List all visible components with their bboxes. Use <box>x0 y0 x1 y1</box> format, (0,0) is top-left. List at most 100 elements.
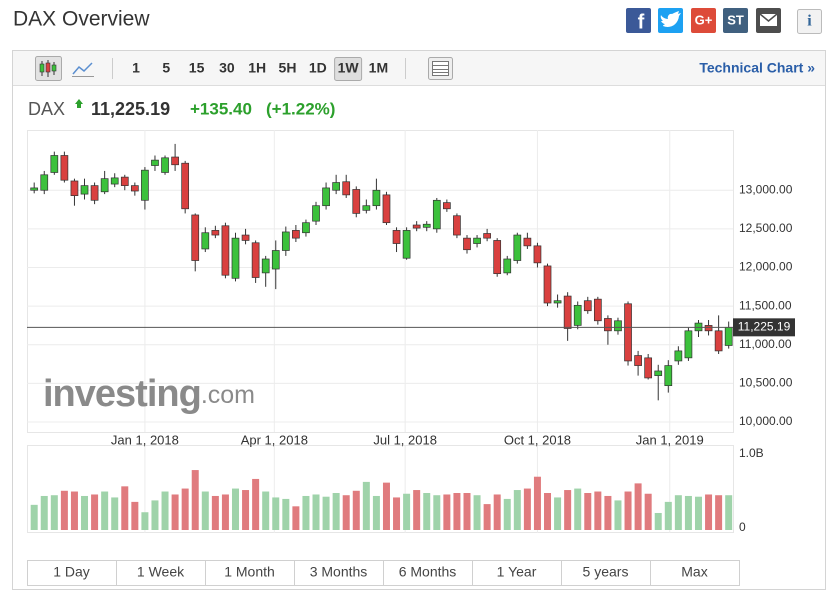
candle-body <box>543 265 552 304</box>
volume-bar <box>604 495 612 530</box>
candle-body <box>130 185 139 192</box>
candle-body <box>201 232 210 250</box>
volume-bar <box>70 491 78 530</box>
info-icon[interactable] <box>797 9 822 34</box>
stocktwits-icon[interactable] <box>723 8 748 33</box>
volume-bar <box>91 494 99 530</box>
last-price-label: 11,225.19 <box>738 319 791 333</box>
volume-bar <box>684 495 692 530</box>
candle-body <box>352 189 361 214</box>
facebook-letter[interactable]: f <box>638 11 645 33</box>
interval-button[interactable]: 1W <box>338 60 360 76</box>
volume-bar <box>161 491 169 530</box>
candle-body <box>110 177 119 185</box>
range-label[interactable]: 3 Months <box>310 564 368 580</box>
range-button[interactable] <box>561 560 651 586</box>
candle-body <box>292 230 300 239</box>
candle-body <box>553 300 562 304</box>
volume-bar <box>352 490 360 530</box>
interval-button[interactable]: 1M <box>369 60 388 76</box>
range-label[interactable]: Max <box>681 564 707 580</box>
range-button[interactable] <box>383 560 473 586</box>
watermark-suffix: .com <box>201 381 255 409</box>
volume-bar <box>674 495 682 530</box>
range-button[interactable] <box>205 560 295 586</box>
interval-button[interactable]: 5 <box>162 60 170 76</box>
x-tick-label: Apr 1, 2018 <box>241 432 308 447</box>
volume-bar <box>574 488 582 530</box>
twitter-bird[interactable] <box>660 11 681 27</box>
candle-body <box>70 180 79 197</box>
candle-body <box>342 181 351 196</box>
candle-body <box>80 185 89 195</box>
volume-bar <box>231 488 239 530</box>
candle-body <box>724 326 733 346</box>
quote-symbol: DAX <box>28 99 65 119</box>
range-label[interactable]: 1 Week <box>137 564 185 580</box>
candle-body <box>614 320 622 332</box>
range-label[interactable]: 1 Year <box>497 564 537 580</box>
candle-body <box>241 234 250 241</box>
candle-type-button[interactable] <box>35 56 62 81</box>
volume-bar <box>101 491 109 530</box>
range-button[interactable] <box>116 560 206 586</box>
line-type-button[interactable] <box>72 62 94 77</box>
technical-chart-link[interactable]: Technical Chart » <box>699 60 815 76</box>
candle-body <box>654 370 663 376</box>
y-tick-label: 12,000.00 <box>739 260 793 274</box>
y-tick-label: 10,500.00 <box>739 376 793 390</box>
candle-body <box>463 237 471 251</box>
table-view-button[interactable] <box>428 57 453 80</box>
volume-bar <box>50 495 58 530</box>
candle-body <box>191 214 200 261</box>
quote-change: +135.40 <box>190 99 252 118</box>
volume-bar <box>473 495 481 530</box>
range-button[interactable] <box>472 560 562 586</box>
google-plus-label[interactable]: G+ <box>695 12 713 27</box>
range-label[interactable]: 1 Day <box>53 564 90 580</box>
volume-bar <box>533 476 541 530</box>
interval-button[interactable]: 1 <box>132 60 140 76</box>
volume-bar <box>463 493 471 530</box>
range-button[interactable] <box>650 560 740 586</box>
volume-bar <box>30 504 38 530</box>
mail-flap[interactable] <box>759 13 778 22</box>
y-tick-label: 11,500.00 <box>739 298 792 312</box>
stocktwits-label[interactable]: ST <box>727 12 744 27</box>
volume-bar <box>523 488 531 530</box>
candle-body <box>221 225 230 276</box>
candle-body <box>493 240 502 275</box>
interval-button[interactable]: 1H <box>248 60 266 76</box>
candle-body <box>181 162 190 210</box>
google-plus-icon[interactable] <box>691 8 716 33</box>
volume-bar <box>292 506 300 530</box>
info-letter[interactable]: i <box>807 13 812 30</box>
volume-bar <box>644 493 652 530</box>
interval-button[interactable]: 1D <box>309 60 327 76</box>
volume-bar <box>282 498 290 530</box>
volume-bar <box>141 512 149 530</box>
candle-body <box>90 185 99 201</box>
range-label[interactable]: 6 Months <box>399 564 457 580</box>
candle-body <box>684 330 693 359</box>
volume-bar <box>181 488 189 530</box>
range-label[interactable]: 1 Month <box>224 564 275 580</box>
volume-bar <box>81 495 89 530</box>
candle-body <box>281 231 290 251</box>
volume-bar <box>624 491 632 530</box>
interval-button[interactable]: 15 <box>189 60 205 76</box>
range-button[interactable] <box>294 560 384 586</box>
interval-button[interactable]: 30 <box>219 60 235 76</box>
candle-body <box>211 230 220 236</box>
volume-bar <box>705 494 713 530</box>
active-interval-box <box>334 57 363 81</box>
volume-bar <box>121 486 129 530</box>
candle-body <box>714 330 723 352</box>
interval-button[interactable]: 5H <box>279 60 297 76</box>
candle-body <box>100 178 109 193</box>
volume-bar <box>221 494 229 530</box>
facebook-icon[interactable] <box>626 8 651 33</box>
volume-tick-label: 0 <box>739 520 746 534</box>
range-label[interactable]: 5 years <box>583 564 629 580</box>
